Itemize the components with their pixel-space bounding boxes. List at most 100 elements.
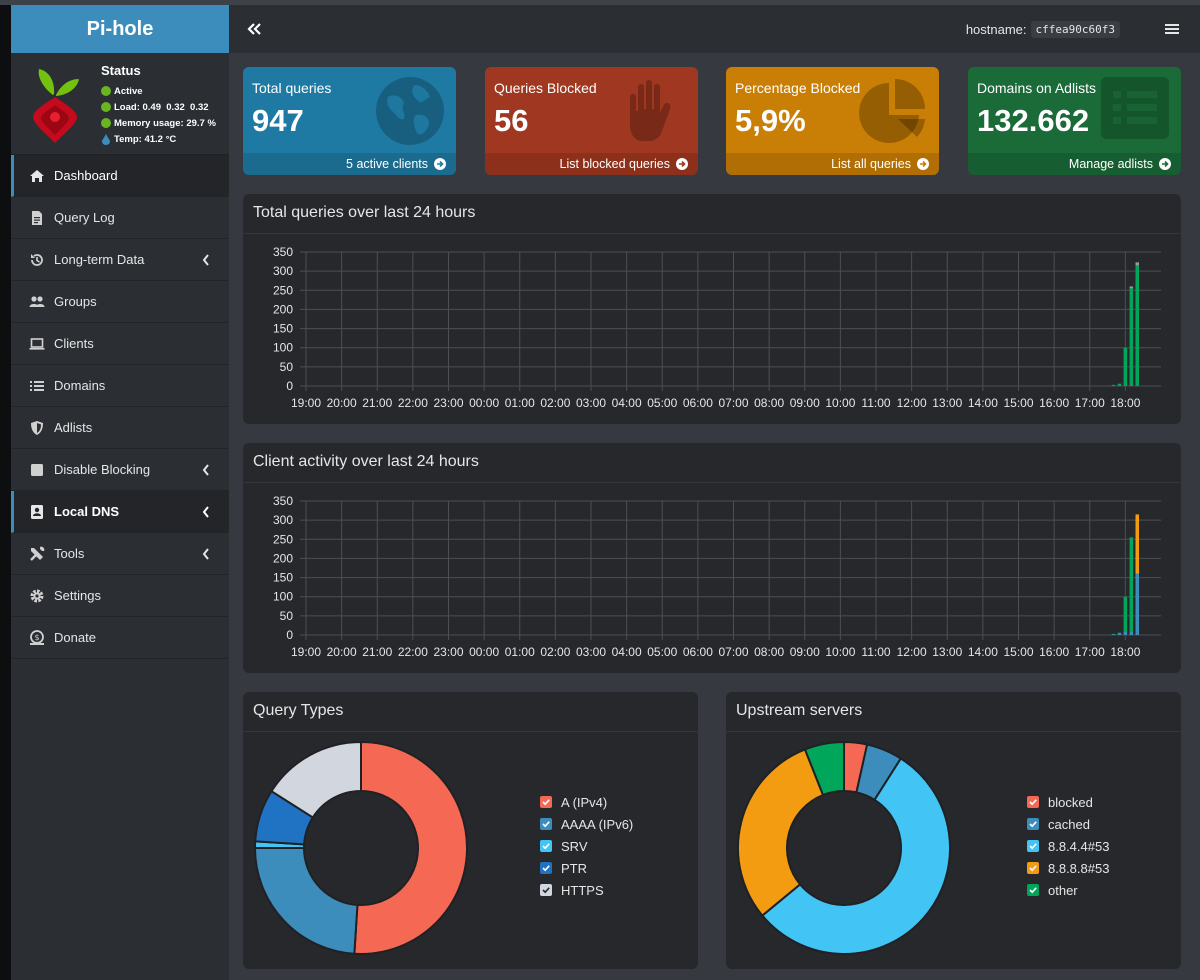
legend-label: AAAA (IPv6) (561, 816, 634, 832)
legend-item[interactable]: HTTPS (540, 879, 633, 901)
stat-link-label: List all queries (831, 157, 911, 171)
legend-item[interactable]: PTR (540, 857, 633, 879)
chart-bar (1135, 573, 1139, 635)
y-tick-label: 0 (286, 379, 293, 393)
donut-slice[interactable] (803, 740, 845, 797)
x-tick-label: 17:00 (1075, 645, 1105, 659)
legend-item[interactable]: blocked (1027, 791, 1109, 813)
legend-item[interactable]: A (IPv4) (540, 791, 633, 813)
sidebar-item-disable-blocking[interactable]: Disable Blocking (11, 449, 229, 491)
sidebar-toggle-icon[interactable] (246, 21, 262, 37)
y-tick-label: 50 (280, 360, 294, 374)
arrow-circle-right-icon (676, 158, 688, 170)
chevron-left-icon (202, 506, 209, 518)
stat-link-all-queries[interactable]: List all queries (726, 153, 939, 175)
query-types-donut (253, 740, 468, 955)
legend-label: cached (1048, 816, 1090, 832)
stat-value: 5,9% (735, 103, 806, 138)
memory-value: 29.7 % (186, 117, 216, 129)
x-tick-label: 15:00 (1003, 645, 1033, 659)
legend-item[interactable]: 8.8.8.8#53 (1027, 857, 1109, 879)
donut-slice[interactable] (270, 740, 362, 819)
x-tick-label: 19:00 (291, 645, 321, 659)
checkbox-icon (540, 796, 552, 808)
chart-title: Total queries over last 24 hours (253, 204, 476, 221)
temp-label: Temp: (114, 133, 142, 145)
legend-label: 8.8.8.8#53 (1048, 860, 1110, 876)
x-tick-label: 02:00 (540, 645, 570, 659)
x-tick-label: 08:00 (754, 645, 784, 659)
sidebar-item-tools[interactable]: Tools (11, 533, 229, 575)
globe-icon (376, 77, 444, 145)
legend-label: A (IPv4) (561, 794, 608, 810)
status-load: Load: 0.49 0.32 0.32 (101, 99, 216, 115)
x-tick-label: 18:00 (1110, 396, 1140, 410)
arrow-circle-right-icon (1159, 158, 1171, 170)
legend-item[interactable]: AAAA (IPv6) (540, 813, 633, 835)
x-tick-label: 14:00 (968, 645, 998, 659)
x-tick-label: 03:00 (576, 396, 606, 410)
y-tick-label: 300 (273, 513, 293, 527)
checkbox-icon (540, 818, 552, 830)
chart-bar (1135, 262, 1139, 266)
donut-slice[interactable] (760, 757, 951, 955)
sidebar-item-local-dns[interactable]: Local DNS (11, 491, 229, 533)
brand-logo[interactable]: Pi-hole (11, 5, 229, 53)
y-tick-label: 250 (273, 283, 293, 297)
stat-link-active-clients[interactable]: 5 active clients (243, 153, 456, 175)
legend-label: 8.8.4.4#53 (1048, 838, 1110, 854)
menu-icon[interactable] (1164, 21, 1180, 37)
checkbox-icon (540, 884, 552, 896)
sidebar-item-donate[interactable]: $ Donate (11, 617, 229, 659)
x-tick-label: 11:00 (861, 396, 890, 410)
x-tick-label: 13:00 (932, 396, 962, 410)
sidebar-item-label: Tools (54, 546, 85, 561)
hostname-label: hostname: (965, 22, 1027, 37)
stat-value: 56 (494, 103, 529, 138)
window-top-strip (0, 0, 1200, 5)
legend-item[interactable]: SRV (540, 835, 633, 857)
legend-item[interactable]: other (1027, 879, 1109, 901)
sidebar-item-label: Disable Blocking (54, 462, 151, 477)
donut-slice[interactable] (253, 847, 359, 955)
x-tick-label: 07:00 (718, 645, 748, 659)
temp-value: 41.2 °C (144, 133, 177, 145)
status-active-label: Active (114, 85, 143, 97)
x-tick-label: 04:00 (612, 396, 642, 410)
total-queries-chart: 0 50 100 150 200 250 300 350 19:00 20:00 21:00 22:0… (273, 245, 1161, 410)
sidebar-item-long-term-data[interactable]: Long-term Data (11, 239, 229, 281)
sidebar-item-query-log[interactable]: Query Log (11, 197, 229, 239)
legend-label: blocked (1048, 794, 1093, 810)
x-tick-label: 07:00 (718, 396, 748, 410)
chart-bar (1117, 632, 1122, 634)
address-card-icon (31, 504, 43, 519)
checkbox-icon (1027, 796, 1039, 808)
chart-bar (1117, 633, 1122, 635)
sidebar-item-domains[interactable]: Domains (11, 365, 229, 407)
top-navbar: hostname: cffea90c60f3 (229, 5, 1200, 53)
sidebar-item-adlists[interactable]: Adlists (11, 407, 229, 449)
legend-item[interactable]: 8.8.4.4#53 (1027, 835, 1109, 857)
y-tick-label: 0 (286, 628, 293, 642)
memory-label: Memory usage: (114, 117, 184, 129)
sidebar-item-groups[interactable]: Groups (11, 281, 229, 323)
stat-link-label: 5 active clients (346, 157, 428, 171)
legend-item[interactable]: cached (1027, 813, 1109, 835)
stat-link-label: List blocked queries (559, 157, 670, 171)
sidebar-item-clients[interactable]: Clients (11, 323, 229, 365)
sidebar-item-dashboard[interactable]: Dashboard (11, 155, 229, 197)
stat-link-blocked-queries[interactable]: List blocked queries (485, 153, 698, 175)
x-tick-label: 22:00 (398, 645, 428, 659)
client-activity-chart: 0 50 100 150 200 250 300 350 19:00 20:00 21:00 22:0… (273, 494, 1161, 659)
x-tick-label: 14:00 (968, 396, 998, 410)
history-icon (31, 253, 43, 266)
donut-slice[interactable] (737, 748, 825, 917)
x-tick-label: 15:00 (1003, 396, 1033, 410)
stat-link-manage-adlists[interactable]: Manage adlists (968, 153, 1181, 175)
donut-slice[interactable] (353, 740, 468, 955)
sidebar-item-label: Settings (54, 588, 101, 603)
chart-title: Query Types (253, 702, 344, 719)
x-tick-label: 23:00 (433, 396, 463, 410)
shield-icon (31, 420, 43, 435)
sidebar-item-settings[interactable]: Settings (11, 575, 229, 617)
